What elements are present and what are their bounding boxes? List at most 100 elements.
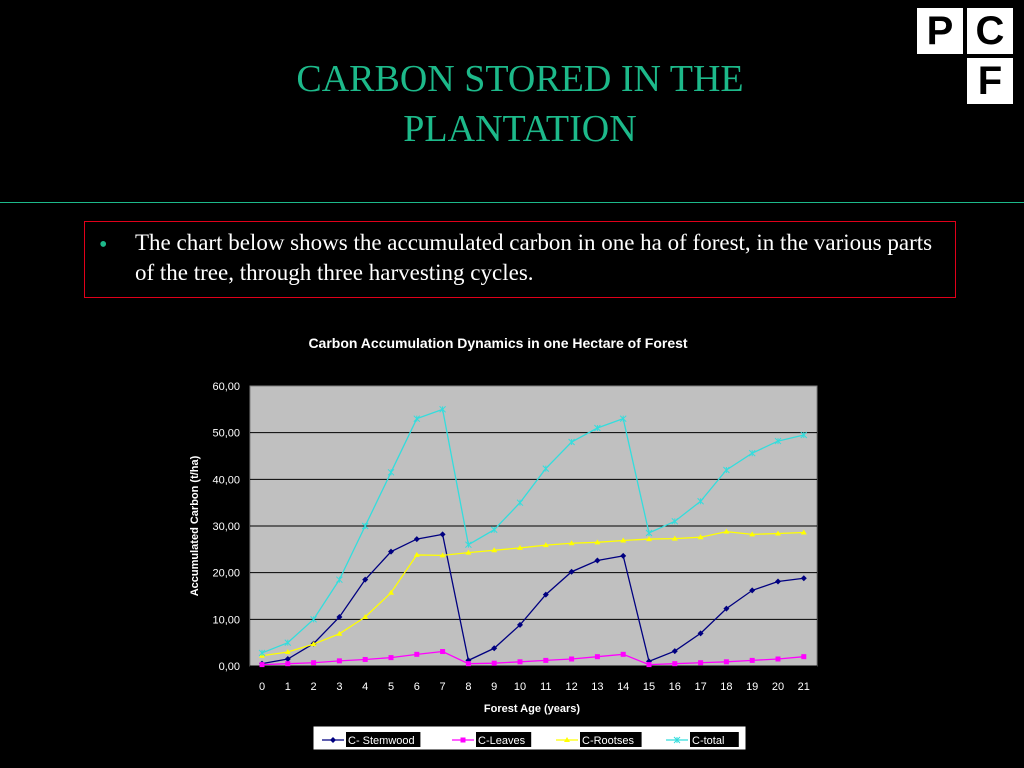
data-point-c-total <box>671 517 679 525</box>
bullet-dot: • <box>99 232 108 258</box>
legend-marker-c-leaves <box>460 737 466 743</box>
y-tick-labels: 0,00 10,00 20,00 30,00 40,00 50,00 60,00 <box>212 381 240 673</box>
data-point-c-leaves <box>491 660 497 666</box>
data-point-c-stemwood <box>697 630 704 637</box>
logo-letter-p: P <box>917 8 963 54</box>
logo-letter-c: C <box>967 8 1013 54</box>
data-point-c-leaves <box>311 660 317 666</box>
data-point-c-total <box>748 449 756 457</box>
chart-title: Carbon Accumulation Dynamics in one Hect… <box>308 335 687 351</box>
x-tick-label: 5 <box>388 681 394 693</box>
data-point-c-leaves <box>801 654 807 660</box>
data-point-c-total <box>387 468 395 476</box>
y-tick-label: 0,00 <box>219 661 240 673</box>
data-point-c-leaves <box>594 654 600 660</box>
logo-letter-f: F <box>967 58 1013 104</box>
legend-label-bg <box>476 732 532 747</box>
data-point-c-leaves <box>259 662 265 668</box>
legend-label-bg <box>580 732 642 747</box>
legend-label-bg <box>690 732 739 747</box>
series-line-c-total <box>261 408 804 654</box>
data-point-c-rootses <box>310 641 317 647</box>
x-tick-label: 11 <box>540 681 551 693</box>
data-point-c-leaves <box>517 659 523 665</box>
x-tick-label: 19 <box>746 681 758 693</box>
data-point-c-rootses <box>491 547 498 553</box>
data-point-c-rootses <box>800 529 807 535</box>
data-point-c-stemwood <box>542 591 549 598</box>
x-tick-label: 8 <box>465 681 471 693</box>
series-line-c-rootses <box>261 530 804 657</box>
data-point-c-stemwood <box>671 648 678 655</box>
data-point-c-stemwood <box>800 575 807 582</box>
x-tick-label: 14 <box>617 681 629 693</box>
legend-label-c-total: C-total <box>692 735 724 747</box>
data-point-c-rootses <box>775 530 781 536</box>
data-point-c-leaves <box>569 656 575 662</box>
bullet-text: The chart below shows the accumulated ca… <box>135 230 933 285</box>
bullet-box: • The chart below shows the accumulated … <box>84 221 956 298</box>
x-tick-label: 1 <box>285 681 291 693</box>
data-point-c-rootses <box>646 536 652 542</box>
data-point-c-total <box>516 499 524 507</box>
data-point-c-stemwood <box>749 587 756 594</box>
data-point-c-total <box>619 415 627 423</box>
legend-marker-c-total <box>673 736 681 744</box>
data-point-c-leaves <box>646 662 652 668</box>
data-point-c-total <box>439 405 446 413</box>
data-point-c-leaves <box>543 657 549 663</box>
data-point-c-total <box>465 541 472 549</box>
data-point-c-leaves <box>336 658 342 664</box>
data-point-c-rootses <box>362 614 369 619</box>
slide-title: CARBON STORED IN THE PLANTATION <box>0 54 1024 154</box>
data-point-c-leaves <box>775 656 781 662</box>
pcf-logo: P C F <box>917 8 1017 108</box>
data-point-c-stemwood <box>491 645 498 652</box>
data-point-c-leaves <box>620 651 626 657</box>
data-point-c-rootses <box>465 549 472 555</box>
data-point-c-total <box>361 522 369 530</box>
data-point-c-rootses <box>413 551 420 557</box>
data-point-c-rootses <box>517 544 523 550</box>
x-tick-labels: 0 1 2 3 4 5 6 7 8 9 10 11 12 13 14 15 16 17 18 19 20 21 <box>259 681 810 693</box>
data-point-c-stemwood <box>388 548 394 555</box>
data-point-c-stemwood <box>723 605 730 612</box>
data-point-c-total <box>490 526 498 534</box>
data-point-c-rootses <box>749 531 756 537</box>
data-point-c-stemwood <box>646 658 652 665</box>
data-point-c-leaves <box>414 651 420 657</box>
data-point-c-rootses <box>388 589 394 595</box>
data-point-c-leaves <box>285 661 291 667</box>
data-point-c-total <box>697 497 704 505</box>
data-point-c-stemwood <box>594 557 601 564</box>
grid-lines <box>250 432 817 667</box>
data-point-c-rootses <box>336 630 343 636</box>
data-point-c-stemwood <box>775 578 781 585</box>
y-axis-label: Accumulated Carbon (t/ha) <box>189 455 201 596</box>
y-tick-label: 20,00 <box>212 568 240 580</box>
legend-label-c-leaves: C-Leaves <box>478 735 526 747</box>
x-tick-label: 12 <box>565 681 577 693</box>
series-lines <box>258 405 808 668</box>
x-tick-label: 0 <box>259 681 265 693</box>
legend-label-bg <box>346 732 421 747</box>
data-point-c-rootses <box>697 534 704 540</box>
slide-title-line-2: PLANTATION <box>403 108 637 150</box>
data-point-c-leaves <box>465 661 471 667</box>
data-point-c-stemwood <box>517 621 523 628</box>
x-tick-label: 7 <box>440 681 446 693</box>
data-point-c-leaves <box>723 659 729 665</box>
data-point-c-total <box>336 576 343 584</box>
data-point-c-rootses <box>284 649 291 654</box>
data-point-c-stemwood <box>336 614 343 620</box>
data-point-c-stemwood <box>413 536 420 543</box>
legend: C- Stemwood C-Leaves C-Rootses C-total <box>322 732 739 747</box>
data-point-c-leaves <box>362 656 368 662</box>
data-point-c-total <box>800 431 808 439</box>
y-tick-label: 50,00 <box>212 428 240 440</box>
x-tick-label: 3 <box>336 681 342 693</box>
data-point-c-rootses <box>542 542 549 548</box>
data-point-c-total <box>310 615 317 623</box>
data-point-c-rootses <box>568 540 575 546</box>
data-point-c-rootses <box>594 539 601 545</box>
